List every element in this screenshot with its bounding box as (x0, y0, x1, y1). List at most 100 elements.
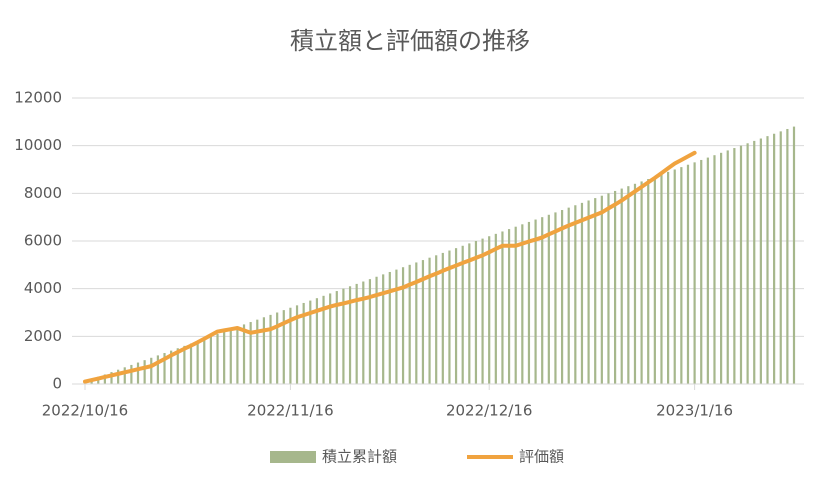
bar (527, 221, 531, 384)
bar (216, 333, 219, 384)
bar (269, 314, 272, 384)
bar (733, 148, 736, 384)
bar (541, 217, 544, 384)
bar (488, 236, 491, 384)
bar (276, 312, 279, 384)
y-tick-label: 2000 (24, 327, 62, 345)
x-tick-label: 2022/11/16 (247, 402, 333, 420)
bar (653, 176, 656, 384)
bar (421, 260, 425, 384)
bar (170, 350, 173, 384)
bar (183, 345, 186, 384)
bar (295, 305, 299, 384)
bar (262, 317, 266, 384)
y-tick-label: 6000 (24, 232, 62, 250)
bar (607, 193, 610, 384)
bar (242, 324, 246, 384)
bar (700, 159, 703, 384)
y-tick-label: 12000 (14, 89, 62, 107)
bar (468, 243, 471, 384)
bar (633, 183, 637, 384)
y-tick-label: 0 (52, 375, 62, 393)
bar (150, 357, 153, 384)
bar (130, 364, 133, 384)
bar (156, 355, 159, 384)
bar (315, 298, 319, 384)
bar (739, 145, 743, 384)
bar (667, 171, 670, 384)
bar (136, 362, 140, 384)
x-tick-label: 2022/12/16 (446, 402, 532, 420)
bar (627, 186, 630, 384)
bar (335, 291, 338, 384)
bar (454, 248, 458, 384)
bar (163, 353, 166, 384)
bar (521, 224, 524, 384)
bar (753, 140, 756, 384)
bar (103, 374, 106, 384)
bar (329, 293, 332, 384)
bar (673, 169, 676, 384)
bar (223, 331, 226, 384)
bar (786, 128, 789, 384)
bar (560, 210, 564, 384)
bar (501, 231, 504, 384)
bar (461, 245, 464, 384)
legend-label: 評価額 (519, 448, 564, 466)
bar (660, 174, 663, 384)
bar (196, 341, 199, 384)
bar (647, 179, 650, 384)
bar (686, 164, 690, 384)
bar (779, 131, 782, 384)
bar (348, 286, 352, 384)
bar (249, 322, 252, 384)
bar (693, 162, 696, 384)
bar (401, 267, 405, 384)
bar (229, 329, 232, 384)
bar (481, 238, 484, 384)
bar (494, 233, 497, 384)
bar (547, 214, 550, 384)
bar (123, 367, 126, 384)
bar (620, 188, 623, 384)
bar (236, 326, 239, 384)
bar (117, 369, 120, 384)
bar (415, 262, 418, 384)
bar (355, 283, 358, 384)
bar (720, 152, 723, 384)
bar (680, 167, 683, 384)
x-tick-label: 2023/1/16 (656, 402, 733, 420)
legend-swatch (270, 451, 316, 463)
bar (507, 229, 511, 384)
bar (309, 300, 312, 384)
bar (640, 181, 643, 384)
bar (209, 336, 212, 384)
bar (342, 288, 345, 384)
bar (706, 157, 709, 384)
bar (534, 219, 537, 384)
bar (713, 155, 716, 384)
bar (567, 207, 570, 384)
bar (302, 302, 305, 384)
bar (110, 372, 113, 384)
bar (435, 255, 438, 384)
bar (441, 252, 444, 384)
y-tick-label: 4000 (24, 279, 62, 297)
bar (594, 198, 597, 384)
bar (282, 310, 285, 384)
bar (256, 319, 259, 384)
bar (474, 241, 478, 384)
bar (746, 143, 749, 384)
bar (368, 279, 372, 384)
bar (362, 281, 365, 384)
bar (143, 360, 146, 384)
bar (395, 269, 398, 384)
bar (448, 250, 451, 384)
bar (189, 343, 193, 384)
y-tick-label: 8000 (24, 184, 62, 202)
bar (388, 271, 391, 384)
bar (587, 200, 590, 384)
bar (792, 126, 796, 384)
bar (766, 136, 769, 384)
